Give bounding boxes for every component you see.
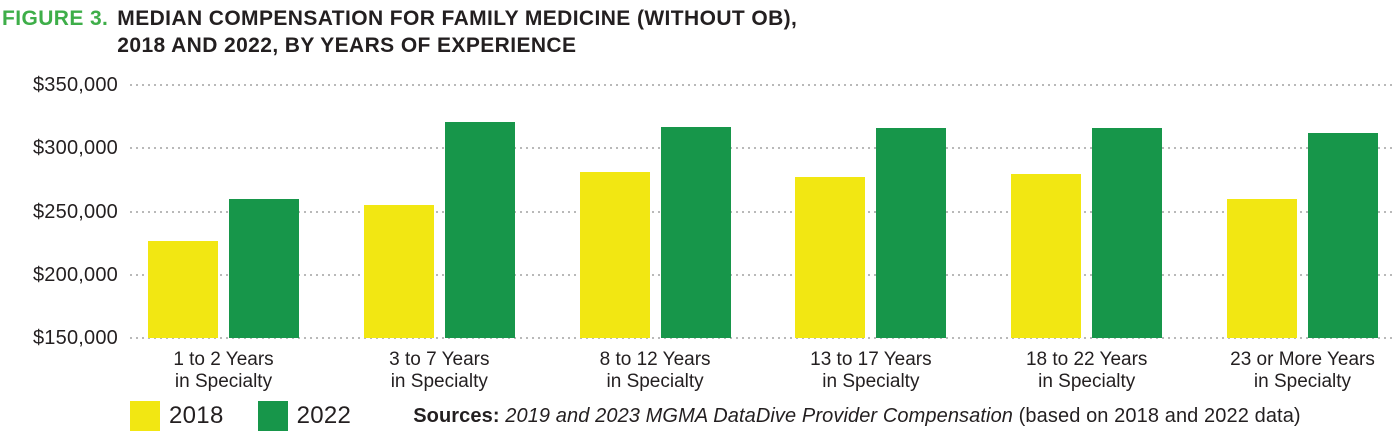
legend-item-2022: 2022 <box>257 401 352 431</box>
y-tick-label: $250,000 <box>32 200 118 223</box>
gridline <box>130 147 1394 150</box>
legend-swatch-2022 <box>257 401 288 431</box>
bar-2018 <box>579 172 650 338</box>
bar-2018 <box>1011 174 1082 338</box>
bar-group: 8 to 12 Years in Specialty <box>579 127 731 392</box>
source-separator: : <box>492 404 506 427</box>
y-tick-label: $150,000 <box>32 327 118 349</box>
chart-title-text: MEDIAN COMPENSATION FOR FAMILY MEDICINE … <box>117 5 797 59</box>
bar-group: 18 to 22 Years in Specialty <box>1011 128 1163 392</box>
bar-2018 <box>795 177 866 338</box>
chart-title: FIGURE 3. MEDIAN COMPENSATION FOR FAMILY… <box>2 5 797 59</box>
bar-group: 3 to 7 Years in Specialty <box>363 122 515 392</box>
chart-title-line1: MEDIAN COMPENSATION FOR FAMILY MEDICINE … <box>117 7 798 30</box>
x-category-label: 13 to 17 Years in Specialty <box>810 349 932 392</box>
y-tick-label: $350,000 <box>32 74 118 96</box>
legend: 2018 2022 <box>130 401 351 431</box>
bar-2022 <box>660 127 731 338</box>
legend-swatch-2018 <box>130 401 160 431</box>
y-axis: $350,000 $300,000 $250,000 $200,000 $150,000 <box>0 74 118 349</box>
bar-2018 <box>148 241 218 338</box>
chart-title-line2: 2018 AND 2022, BY YEARS OF EXPERIENCE <box>117 34 577 57</box>
x-category-label: 18 to 22 Years in Specialty <box>1025 349 1148 392</box>
y-tick-label: $300,000 <box>32 137 118 160</box>
bar-group: 13 to 17 Years in Specialty <box>795 128 947 392</box>
bar-2018 <box>1226 199 1297 338</box>
plot-area: 1 to 2 Years in Specialty 3 to 7 Years in S… <box>130 84 1394 392</box>
bar-group: 23 or More Years in Specialty <box>1226 133 1378 392</box>
legend-label: 2022 <box>296 402 352 429</box>
x-category-label: 8 to 12 Years in Specialty <box>599 349 711 392</box>
gridline <box>130 210 1394 213</box>
bar-2018 <box>363 205 434 338</box>
legend-item-2018: 2018 <box>130 401 224 431</box>
source-note: Sources: 2019 and 2023 MGMA DataDive Pro… <box>413 405 1301 428</box>
gridline <box>130 273 1394 276</box>
source-suffix: (based on 2018 and 2022 data) <box>1013 404 1301 427</box>
x-category-label: 1 to 2 Years in Specialty <box>173 349 274 392</box>
bar-2022 <box>1307 133 1378 338</box>
bar-2022 <box>1092 128 1163 338</box>
bar-2022 <box>876 128 947 338</box>
bar-groups: 1 to 2 Years in Specialty 3 to 7 Years in S… <box>130 85 1394 392</box>
figure-number-label: FIGURE 3. <box>2 7 109 30</box>
x-category-label: 3 to 7 Years in Specialty <box>389 349 490 392</box>
y-tick-label: $200,000 <box>32 263 118 286</box>
legend-label: 2018 <box>169 402 224 429</box>
bar-group: 1 to 2 Years in Specialty <box>148 199 299 392</box>
legend-and-source-row: 2018 2022 Sources: 2019 and 2023 MGMA Dat… <box>130 401 1396 431</box>
bar-2022 <box>229 199 299 338</box>
source-citation: 2019 and 2023 MGMA DataDive Provider Com… <box>505 404 1014 427</box>
gridline <box>130 84 1394 86</box>
source-prefix: Sources <box>413 404 493 427</box>
gridline <box>130 337 1394 339</box>
bar-2022 <box>444 122 515 338</box>
x-category-label: 23 or More Years in Specialty <box>1230 349 1375 392</box>
